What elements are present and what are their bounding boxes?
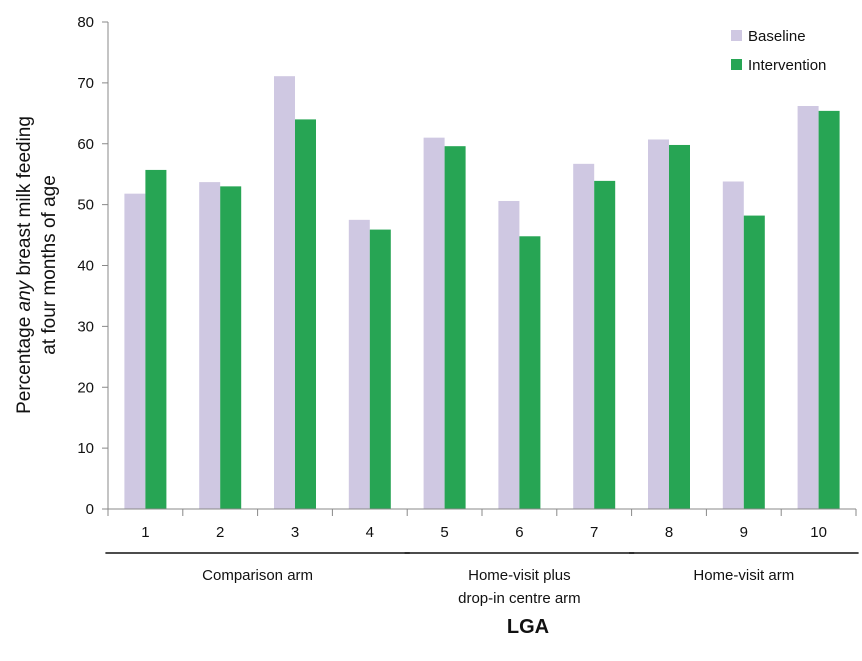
bar-baseline-lga-8 [648,139,669,509]
arm-group-label: Home-visit arm [693,567,794,584]
bar-intervention-lga-4 [369,229,391,510]
legend-swatch-baseline [731,30,742,41]
bar-baseline-lga-2 [199,182,221,509]
bar-intervention-lga-1 [145,169,167,509]
bar-intervention-lga-6 [519,236,541,509]
x-tick-label: 6 [515,524,523,541]
x-tick-label: 7 [590,524,598,541]
bar-baseline-lga-10 [797,106,819,509]
x-tick-label: 4 [366,524,374,541]
y-axis-title-line-2: at four months of age [39,175,60,355]
y-ticks-layer: 0 10 20 30 40 50 60 70 80 [77,14,108,518]
bar-baseline-lga-5 [423,137,445,509]
y-tick-label: 40 [77,258,94,275]
y-tick-label: 70 [77,75,94,92]
y-axis-title: Percentage any breast milk feeding [14,116,35,414]
y-tick-label: 30 [77,318,94,335]
arm-group-label: Home-visit plus [468,567,571,584]
bar-baseline-lga-1 [124,193,146,510]
x-tick-label: 3 [291,524,299,541]
y-tick-label: 10 [77,440,94,457]
bar-baseline-lga-9 [722,181,744,509]
x-tick-label: 10 [810,524,827,541]
x-ticks-layer: 1 2 3 4 5 6 7 8 9 10 [107,509,857,541]
x-tick-label: 1 [141,524,149,541]
y-tick-label: 20 [77,379,94,396]
y-axis-title-part-3: breast milk feeding [14,116,35,281]
x-axis-title: LGA [507,616,549,638]
y-tick-label: 0 [86,501,94,518]
arm-group-label: drop-in centre arm [458,590,581,607]
bar-intervention-lga-8 [669,144,690,509]
bar-intervention-lga-9 [743,215,765,509]
x-tick-label: 9 [740,524,748,541]
bar-intervention-lga-7 [594,180,616,510]
y-tick-label: 50 [77,197,94,214]
arm-group-label: Comparison arm [202,567,313,584]
y-axis-title-part-1: Percentage [14,311,35,413]
bar-intervention-lga-5 [444,146,466,509]
legend-label-intervention: Intervention [748,57,826,74]
x-tick-label: 2 [216,524,224,541]
arm-groups-layer: Comparison arm Home-visit plus drop-in cen… [105,552,859,607]
bars-layer [124,76,840,510]
bar-intervention-lga-2 [220,186,242,510]
y-tick-label: 60 [77,136,94,153]
legend: Baseline Intervention [731,28,826,74]
legend-label-baseline: Baseline [748,28,806,45]
x-tick-label: 8 [665,524,673,541]
bar-baseline-lga-7 [573,163,595,509]
bar-baseline-lga-3 [274,76,295,510]
bar-baseline-lga-6 [498,200,520,509]
legend-swatch-intervention [731,59,742,70]
bar-intervention-lga-3 [295,119,316,510]
x-tick-label: 5 [440,524,448,541]
y-tick-label: 80 [77,14,94,31]
y-axis-title-emphasis: any [14,279,35,311]
bar-baseline-lga-4 [348,219,370,509]
bar-intervention-lga-10 [818,110,840,509]
